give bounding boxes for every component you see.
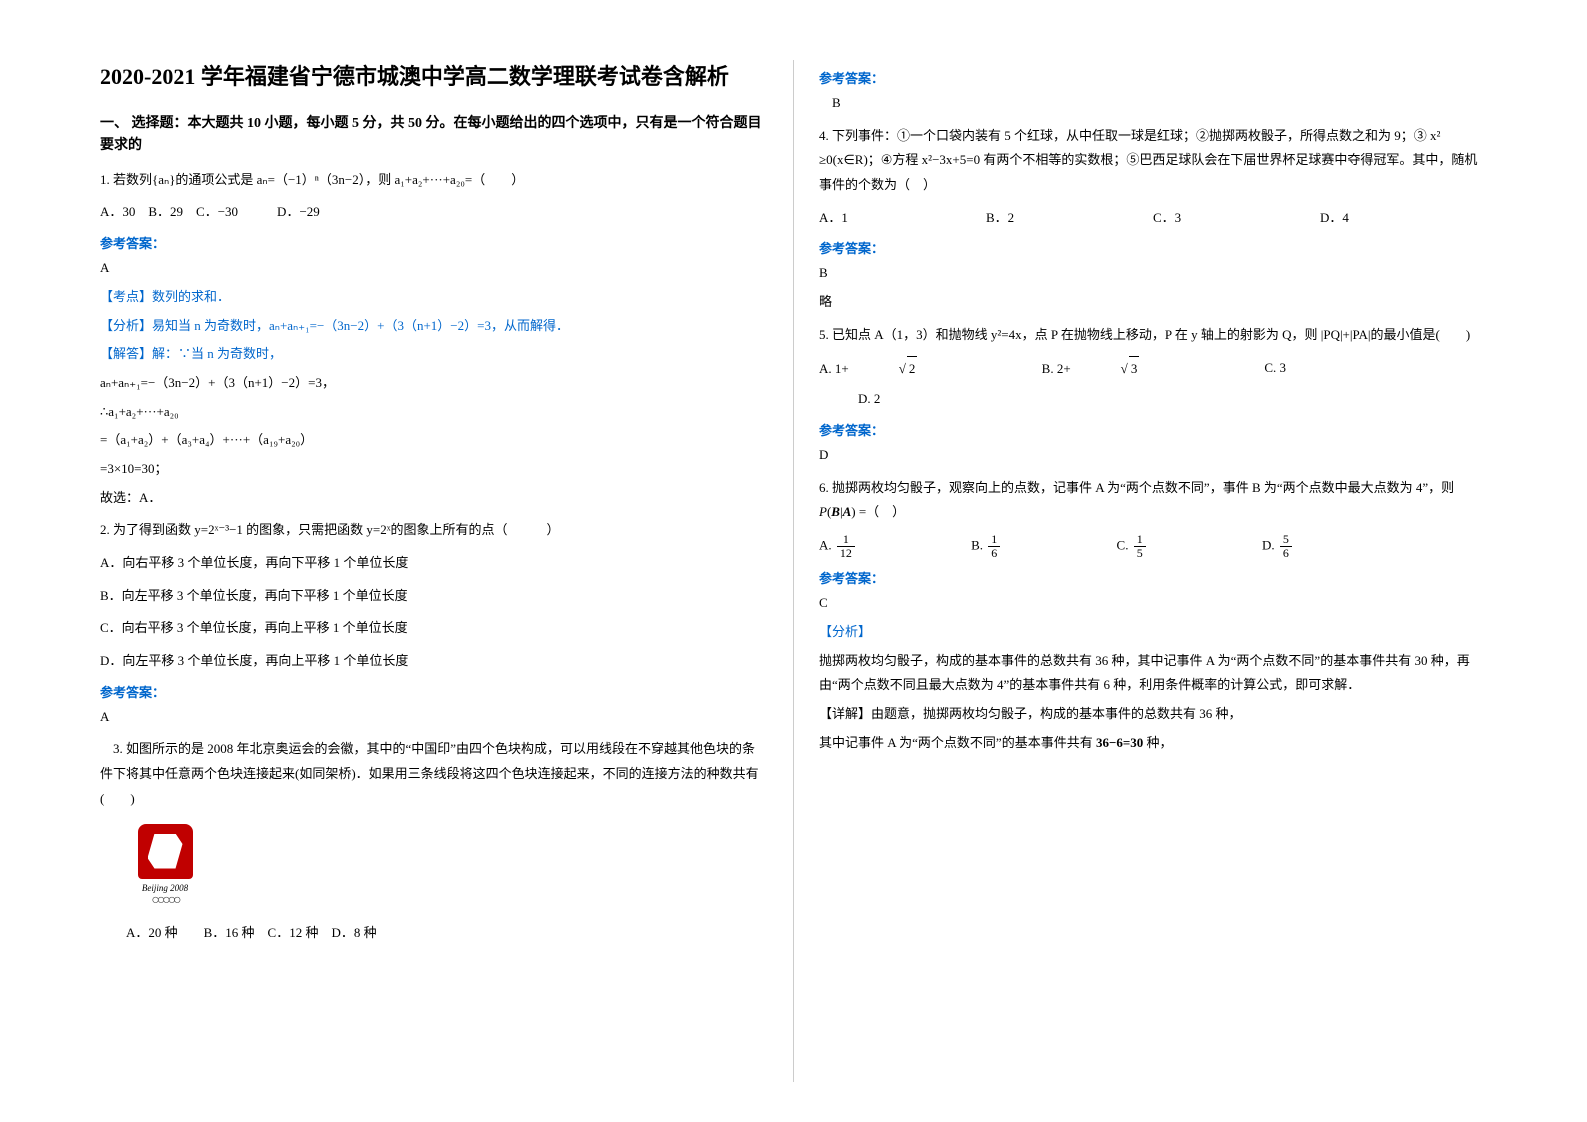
logo-text: Beijing 2008 bbox=[130, 883, 200, 893]
frac-n: 1 bbox=[988, 533, 1000, 547]
q5-options: A. 1+√2 B. 2+√3 C. 3 bbox=[819, 356, 1487, 382]
exam-title: 2020-2021 学年福建省宁德市城澳中学高二数学理联考试卷含解析 bbox=[100, 60, 768, 93]
q2-stem: 2. 为了得到函数 y=2ˣ⁻³−1 的图象，只需把函数 y=2ˣ的图象上所有的… bbox=[100, 518, 768, 543]
column-divider bbox=[793, 60, 794, 1082]
q6-options: A. 112 B. 16 C. 15 D. 56 bbox=[819, 533, 1487, 560]
q6-answer: C bbox=[819, 591, 1487, 616]
q6-stem: 6. 抛掷两枚均匀骰子，观察向上的点数，记事件 A 为“两个点数不同”，事件 B… bbox=[819, 476, 1487, 525]
q1-options: A．30 B．29 C．−30 D．−29 bbox=[100, 200, 768, 225]
q6-stem-suffix: =（ ） bbox=[856, 504, 906, 519]
sqrt-val: 2 bbox=[907, 356, 918, 382]
q1-answer: A bbox=[100, 256, 768, 281]
q1-stem: 1. 若数列{aₙ}的通项公式是 aₙ=（−1）ⁿ（3n−2），则 a₁+a₂+… bbox=[100, 168, 768, 193]
frac-n: 5 bbox=[1280, 533, 1292, 547]
q5-opt-b: B. 2+√3 bbox=[1042, 356, 1265, 382]
q2-opt-c: C．向右平移 3 个单位长度，再向上平移 1 个单位长度 bbox=[100, 616, 768, 641]
q4-stem: 4. 下列事件：①一个口袋内装有 5 个红球，从中任取一球是红球；②抛掷两枚骰子… bbox=[819, 124, 1487, 198]
olympic-logo: Beijing 2008 ○○○○○ bbox=[130, 824, 768, 909]
olympic-rings-icon: ○○○○○ bbox=[130, 893, 200, 909]
q1-expl-7: =3×10=30； bbox=[100, 457, 768, 482]
frac-d: 6 bbox=[988, 547, 1000, 560]
q4-answer: B bbox=[819, 261, 1487, 286]
answer-label: 参考答案： bbox=[819, 568, 1487, 587]
q1-expl-2: 【分析】易知当 n 为奇数时，aₙ+aₙ₊₁=−（3n−2）+（3（n+1）−2… bbox=[100, 314, 768, 339]
q1-expl-3: 【解答】解：∵当 n 为奇数时， bbox=[100, 342, 768, 367]
q2-opt-b: B．向左平移 3 个单位长度，再向下平移 1 个单位长度 bbox=[100, 584, 768, 609]
q5-stem: 5. 已知点 A（1，3）和抛物线 y²=4x，点 P 在抛物线上移动，P 在 … bbox=[819, 323, 1487, 348]
frac-d: 5 bbox=[1134, 547, 1146, 560]
frac-d: 6 bbox=[1280, 547, 1292, 560]
exam-page: 2020-2021 学年福建省宁德市城澳中学高二数学理联考试卷含解析 一、 选择… bbox=[0, 0, 1587, 1122]
q6-expl-1: 【分析】 bbox=[819, 620, 1487, 645]
q3-answer: B bbox=[819, 91, 1487, 116]
answer-label: 参考答案： bbox=[100, 233, 768, 252]
math: 36−6=30 bbox=[1096, 735, 1143, 750]
answer-label: 参考答案： bbox=[819, 68, 1487, 87]
text: 种， bbox=[1143, 735, 1172, 750]
left-column: 2020-2021 学年福建省宁德市城澳中学高二数学理联考试卷含解析 一、 选择… bbox=[80, 60, 788, 1082]
opt-text: B. 2+ bbox=[1042, 357, 1071, 382]
q4-extra: 略 bbox=[819, 290, 1487, 315]
q1-expl-8: 故选：A． bbox=[100, 486, 768, 511]
q6-opt-b: 16 bbox=[988, 533, 1050, 560]
q5-opt-d-row: D. 2 bbox=[819, 387, 1487, 412]
q5-answer: D bbox=[819, 443, 1487, 468]
section-1-head: 一、 选择题：本大题共 10 小题，每小题 5 分，共 50 分。在每小题给出的… bbox=[100, 113, 768, 158]
frac-n: 1 bbox=[1134, 533, 1146, 547]
q4-opt-b: B．2 bbox=[986, 206, 1153, 231]
q2-answer: A bbox=[100, 705, 768, 730]
q6-opt-a: 112 bbox=[837, 533, 905, 560]
q1-expl-4: aₙ+aₙ₊₁=−（3n−2）+（3（n+1）−2）=3， bbox=[100, 371, 768, 396]
q6-opt-d: 56 bbox=[1280, 533, 1342, 560]
q6-stem-text: 6. 抛掷两枚均匀骰子，观察向上的点数，记事件 A 为“两个点数不同”，事件 B… bbox=[819, 480, 1454, 495]
answer-label: 参考答案： bbox=[100, 682, 768, 701]
q3-stem: 3. 如图所示的是 2008 年北京奥运会的会徽，其中的“中国印”由四个色块构成… bbox=[100, 737, 768, 811]
q6-expl-4: 其中记事件 A 为“两个点数不同”的基本事件共有 36−6=30 种， bbox=[819, 731, 1487, 756]
q1-expl-1: 【考点】数列的求和． bbox=[100, 285, 768, 310]
q4-opt-a: A．1 bbox=[819, 206, 986, 231]
answer-label: 参考答案： bbox=[819, 238, 1487, 257]
q4-opt-c: C．3 bbox=[1153, 206, 1320, 231]
q5-opt-d: D. 2 bbox=[858, 387, 880, 412]
q6-opt-c: 15 bbox=[1134, 533, 1196, 560]
answer-label: 参考答案： bbox=[819, 420, 1487, 439]
q3-options: A．20 种 B．16 种 C．12 种 D．8 种 bbox=[100, 921, 768, 946]
right-column: 参考答案： B 4. 下列事件：①一个口袋内装有 5 个红球，从中任取一球是红球… bbox=[799, 60, 1507, 1082]
q5-opt-c: C. 3 bbox=[1264, 356, 1487, 382]
q6-expl-3: 【详解】由题意，抛掷两枚均匀骰子，构成的基本事件的总数共有 36 种， bbox=[819, 702, 1487, 727]
q6-expl-2: 抛掷两枚均匀骰子，构成的基本事件的总数共有 36 种，其中记事件 A 为“两个点… bbox=[819, 649, 1487, 698]
q1-expl-5: ∴a₁+a₂+···+a₂₀ bbox=[100, 400, 768, 425]
q2-opt-a: A．向右平移 3 个单位长度，再向下平移 1 个单位长度 bbox=[100, 551, 768, 576]
q1-expl-6: =（a₁+a₂）+（a₃+a₄）+···+（a₁₉+a₂₀） bbox=[100, 428, 768, 453]
q2-opt-d: D．向左平移 3 个单位长度，再向上平移 1 个单位长度 bbox=[100, 649, 768, 674]
china-seal-icon bbox=[138, 824, 193, 879]
frac-n: 1 bbox=[837, 533, 855, 547]
q5-opt-a: A. 1+√2 bbox=[819, 356, 1042, 382]
sqrt-val: 3 bbox=[1129, 356, 1140, 382]
q4-options: A．1 B．2 C．3 D．4 bbox=[819, 206, 1487, 231]
q4-opt-d: D．4 bbox=[1320, 206, 1487, 231]
frac-d: 12 bbox=[837, 547, 855, 560]
text: 其中记事件 A 为“两个点数不同”的基本事件共有 bbox=[819, 735, 1096, 750]
opt-text: A. 1+ bbox=[819, 357, 849, 382]
